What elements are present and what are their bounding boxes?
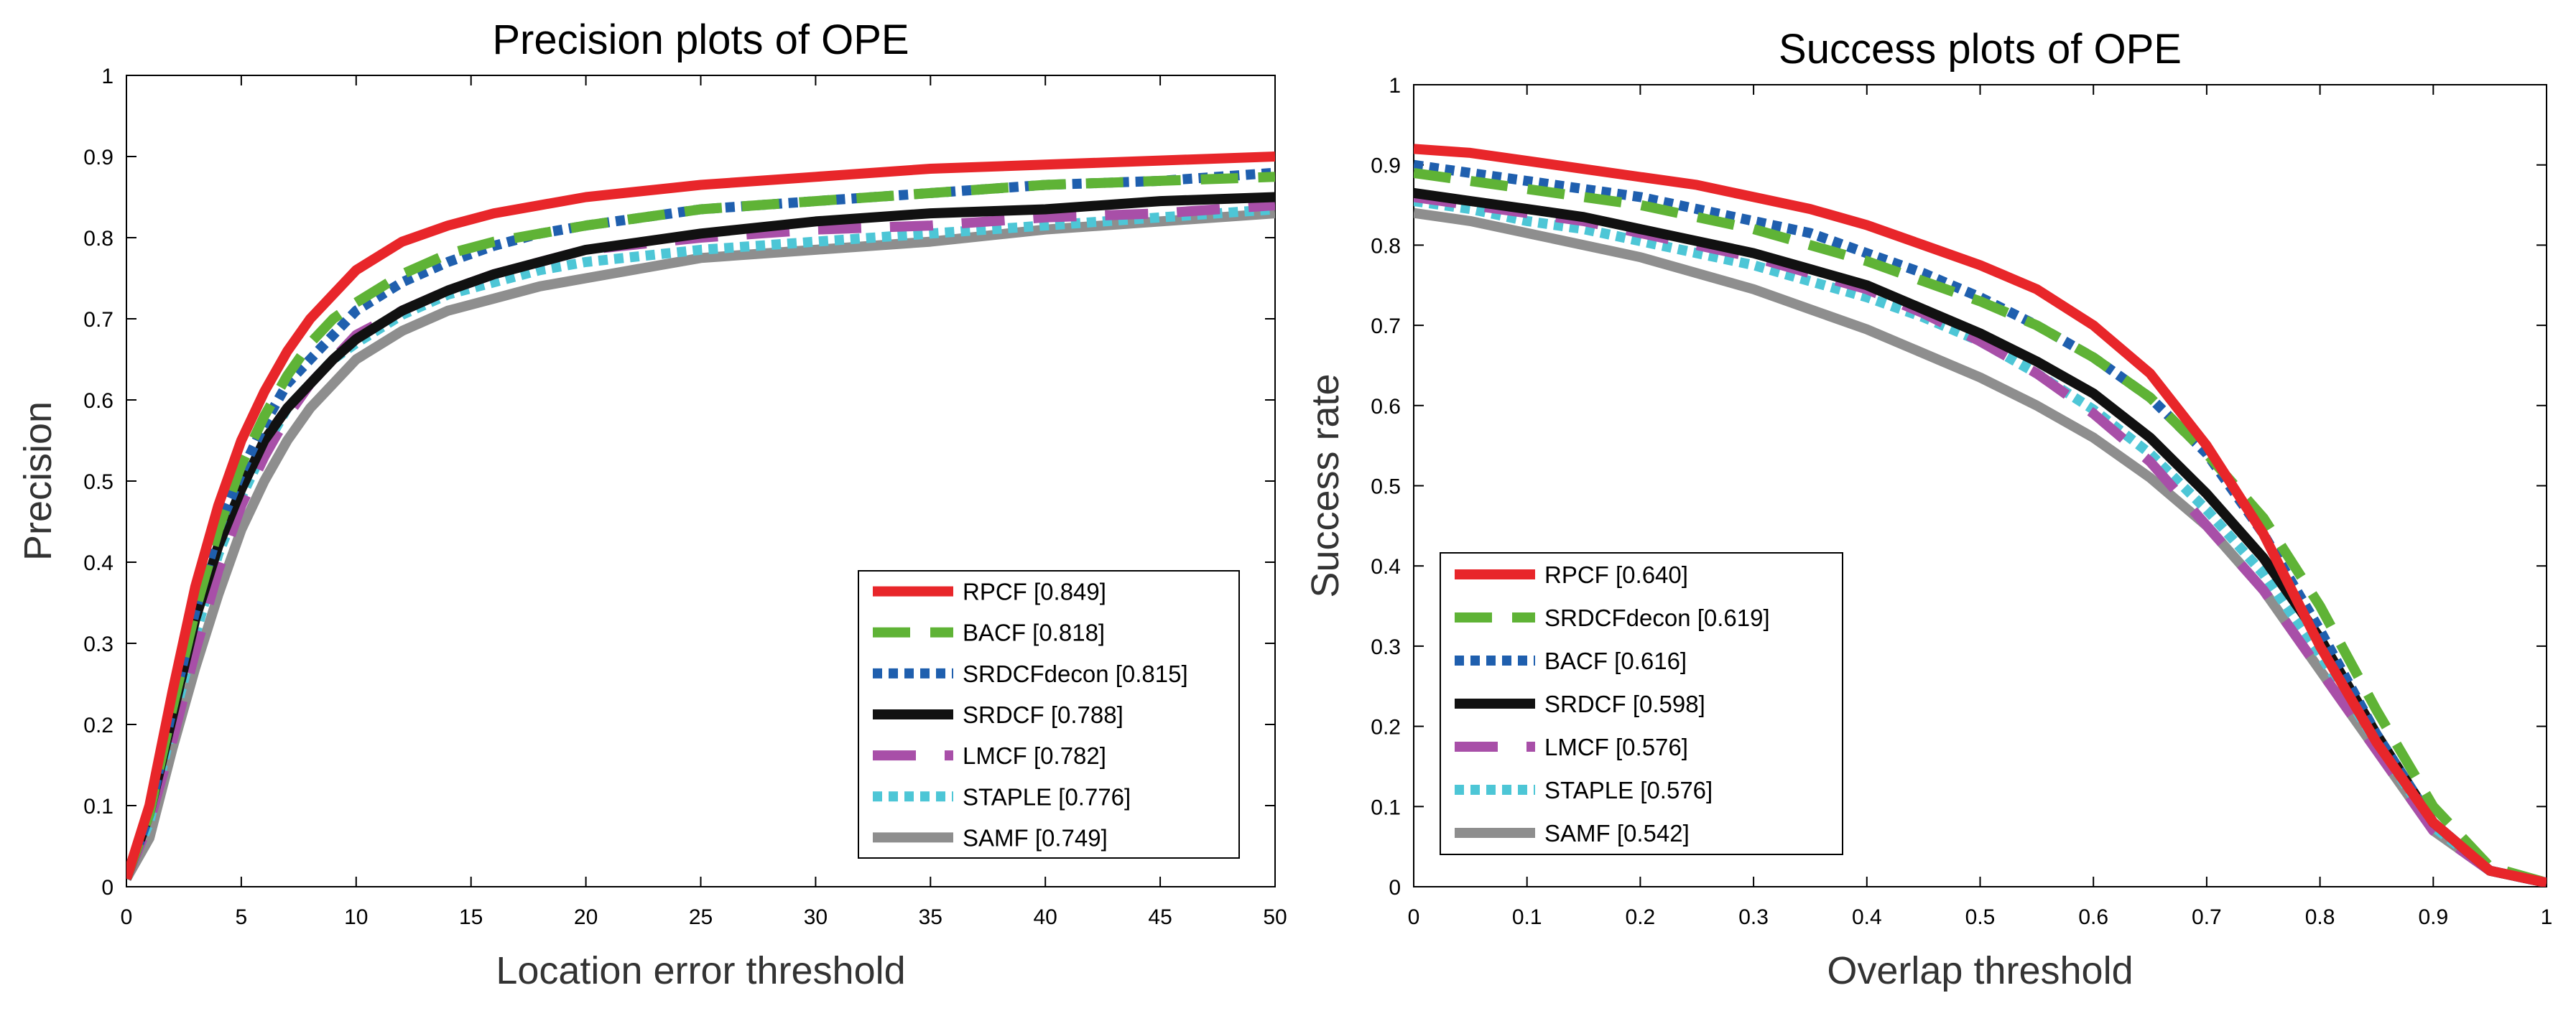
precision-xtick-label: 35 [919,905,942,929]
success-series-bacf [1414,159,2547,887]
success-xtick-label: 0.5 [1965,905,1996,929]
success-legend-label-srdcf: SRDCF [0.598] [1544,691,1705,717]
precision-legend-label-staple: STAPLE [0.776] [963,783,1131,810]
precision-ytick-label: 0.1 [83,795,113,819]
success-ytick-label: 1 [1389,74,1401,98]
precision-legend-label-srdcf: SRDCF [0.788] [963,701,1123,728]
precision-xtick-label: 10 [344,905,368,929]
success-series-lmcf [1414,192,2547,887]
precision-series-rpcf [126,151,1275,880]
success-legend-label-rpcf: RPCF [0.640] [1544,561,1688,588]
precision-xtick-label: 50 [1263,905,1287,929]
precision-legend-label-lmcf: LMCF [0.782] [963,742,1106,769]
precision-chart-xlabel: Location error threshold [496,949,905,992]
success-chart-ylabel: Success rate [1304,373,1347,597]
success-series-samf [1414,208,2547,887]
precision-ytick-label: 0.4 [83,551,113,575]
precision-xtick-label: 45 [1148,905,1172,929]
precision-ytick-label: 0.3 [83,633,113,656]
success-chart-xlabel: Overlap threshold [1827,949,2133,992]
success-legend-label-samf: SAMF [0.542] [1544,820,1690,847]
precision-ytick-label: 0.6 [83,389,113,413]
precision-chart: Precision plots of OPE Location error th… [17,17,1287,992]
success-xtick-label: 0.9 [2418,905,2448,929]
success-xtick-label: 0 [1408,905,1420,929]
precision-chart-ylabel: Precision [17,401,60,561]
success-legend-label-srdcfdecon: SRDCFdecon [0.619] [1544,605,1770,631]
precision-xtick-label: 0 [121,905,133,929]
success-legend-label-staple: STAPLE [0.576] [1544,777,1713,803]
precision-legend-label-samf: SAMF [0.749] [963,824,1108,851]
success-chart-title: Success plots of OPE [1779,26,2182,73]
success-ytick-label: 0.3 [1371,635,1401,659]
success-chart: Success plots of OPE Overlap threshold S… [1304,26,2552,992]
precision-ytick-label: 0.2 [83,714,113,737]
precision-legend-label-srdcfdecon: SRDCFdecon [0.815] [963,661,1188,687]
success-xtick-label: 0.2 [1626,905,1656,929]
precision-ytick-label: 0.5 [83,470,113,494]
precision-series-samf [126,208,1275,882]
precision-ytick-label: 0.8 [83,227,113,251]
success-legend-label-bacf: BACF [0.616] [1544,648,1687,674]
success-xtick-label: 1 [2541,905,2553,929]
precision-ytick-label: 0 [101,876,113,900]
precision-xtick-label: 15 [459,905,483,929]
success-ytick-label: 0.9 [1371,154,1401,178]
precision-xtick-label: 25 [689,905,713,929]
precision-series-group [126,151,1275,882]
precision-legend-label-rpcf: RPCF [0.849] [963,579,1106,605]
success-ytick-label: 0.2 [1371,716,1401,740]
success-ytick-label: 0.4 [1371,555,1401,579]
precision-xtick-label: 40 [1034,905,1057,929]
success-xtick-label: 0.7 [2192,905,2222,929]
success-ytick-label: 0.6 [1371,395,1401,419]
success-ytick-label: 0.7 [1371,314,1401,338]
success-ytick-label: 0.1 [1371,796,1401,819]
success-xtick-label: 0.1 [1512,905,1542,929]
success-xtick-label: 0.4 [1852,905,1882,929]
success-ytick-label: 0.5 [1371,475,1401,499]
success-xtick-label: 0.8 [2305,905,2335,929]
success-ytick-label: 0 [1389,876,1401,900]
success-xtick-label: 0.6 [2078,905,2108,929]
success-ytick-label: 0.8 [1371,234,1401,258]
success-legend-label-lmcf: LMCF [0.576] [1544,734,1688,760]
precision-xtick-label: 5 [236,905,248,929]
precision-xtick-label: 20 [574,905,598,929]
precision-ytick-label: 1 [101,65,113,88]
precision-ytick-label: 0.7 [83,308,113,332]
precision-legend: RPCF [0.849] BACF [0.818] SRDCFdecon [0.81… [858,570,1240,859]
success-xtick-label: 0.3 [1738,905,1769,929]
precision-chart-title: Precision plots of OPE [492,17,909,63]
precision-xtick-label: 30 [804,905,828,929]
success-legend: RPCF [0.640] SRDCFdecon [0.619] BACF [0.61… [1440,552,1843,855]
precision-series-bacf [126,172,1275,881]
precision-ytick-label: 0.9 [83,146,113,169]
success-series-group [1414,144,2547,887]
success-series-rpcf [1414,144,2547,887]
precision-legend-label-bacf: BACF [0.818] [963,620,1105,646]
success-series-srdcfdecon [1414,167,2547,887]
